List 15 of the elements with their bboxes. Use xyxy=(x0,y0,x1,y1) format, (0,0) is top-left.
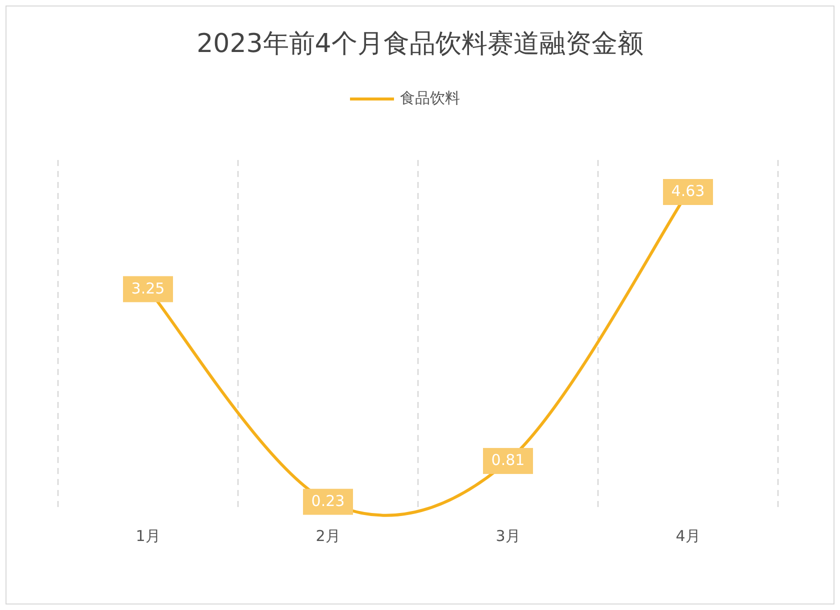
legend-label: 食品饮料 xyxy=(400,89,460,108)
data-label: 0.23 xyxy=(303,488,353,515)
xtick: 4月 xyxy=(676,527,700,546)
data-label: 3.25 xyxy=(123,276,173,302)
legend: 食品饮料 xyxy=(350,89,460,108)
data-label: 0.81 xyxy=(491,451,525,470)
xtick: 1月 xyxy=(136,527,160,546)
xtick: 2月 xyxy=(316,527,340,546)
title: 2023年前4个月食品饮料赛道融资金额 xyxy=(196,29,644,60)
data-label: 0.81 xyxy=(483,448,533,474)
xtick: 3月 xyxy=(496,527,520,546)
data-label: 4.63 xyxy=(663,179,713,205)
data-label: 4.63 xyxy=(671,182,705,200)
data-label: 0.23 xyxy=(311,492,345,510)
data-label: 3.25 xyxy=(131,279,165,298)
